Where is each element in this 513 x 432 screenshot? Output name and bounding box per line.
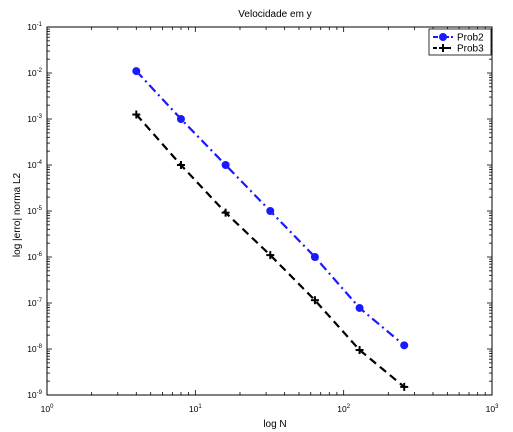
chart-title: Velocidade em y	[238, 9, 311, 20]
y-tick-label: 10-6	[27, 252, 42, 262]
x-tick-label: 100	[41, 404, 54, 414]
data-point-prob3	[310, 296, 319, 305]
data-point-prob2	[310, 253, 319, 261]
data-point-prob2	[176, 115, 185, 123]
y-tick-label: 10-5	[27, 206, 42, 216]
x-tick-label: 101	[189, 404, 202, 414]
data-point-prob2	[221, 161, 230, 169]
data-point-prob2	[266, 207, 275, 215]
data-point-prob3	[355, 346, 364, 355]
x-tick-label: 102	[337, 404, 350, 414]
series-prob2	[132, 67, 409, 350]
y-tick-label: 10-2	[27, 68, 42, 78]
legend-item-prob3: Prob3	[433, 44, 484, 55]
x-axis-label: log N	[263, 419, 286, 430]
y-tick-label: 10-3	[27, 114, 42, 124]
y-tick-label: 10-1	[27, 22, 42, 32]
data-point-prob2	[132, 67, 141, 76]
legend-label: Prob2	[457, 33, 484, 44]
data-point-prob3	[176, 161, 185, 169]
data-point-prob3	[400, 382, 409, 391]
data-point-prob3	[266, 251, 275, 260]
series-layer	[132, 67, 409, 391]
axes: 100 101 102 103 10-9 10-8 10-7 10-6 10-5 10-4 10-3…	[27, 22, 499, 414]
series-prob3	[132, 110, 409, 391]
y-axis-label: log |erro| norma L2	[12, 173, 23, 258]
data-point-prob2	[355, 303, 364, 312]
y-tick-label: 10-4	[27, 160, 42, 170]
y-tick-label: 10-8	[27, 344, 42, 354]
data-point-prob2	[400, 341, 409, 350]
x-tick-label: 103	[486, 404, 499, 414]
legend-label: Prob3	[457, 44, 484, 55]
data-point-prob3	[221, 208, 230, 217]
y-tick-label: 10-9	[27, 390, 42, 400]
y-tick-label: 10-7	[27, 298, 42, 308]
data-point-prob3	[439, 44, 447, 52]
data-point-prob3	[132, 110, 141, 119]
legend-box	[428, 28, 492, 56]
legend-item-prob2: Prob2	[433, 33, 484, 44]
data-point-prob2	[439, 33, 447, 41]
